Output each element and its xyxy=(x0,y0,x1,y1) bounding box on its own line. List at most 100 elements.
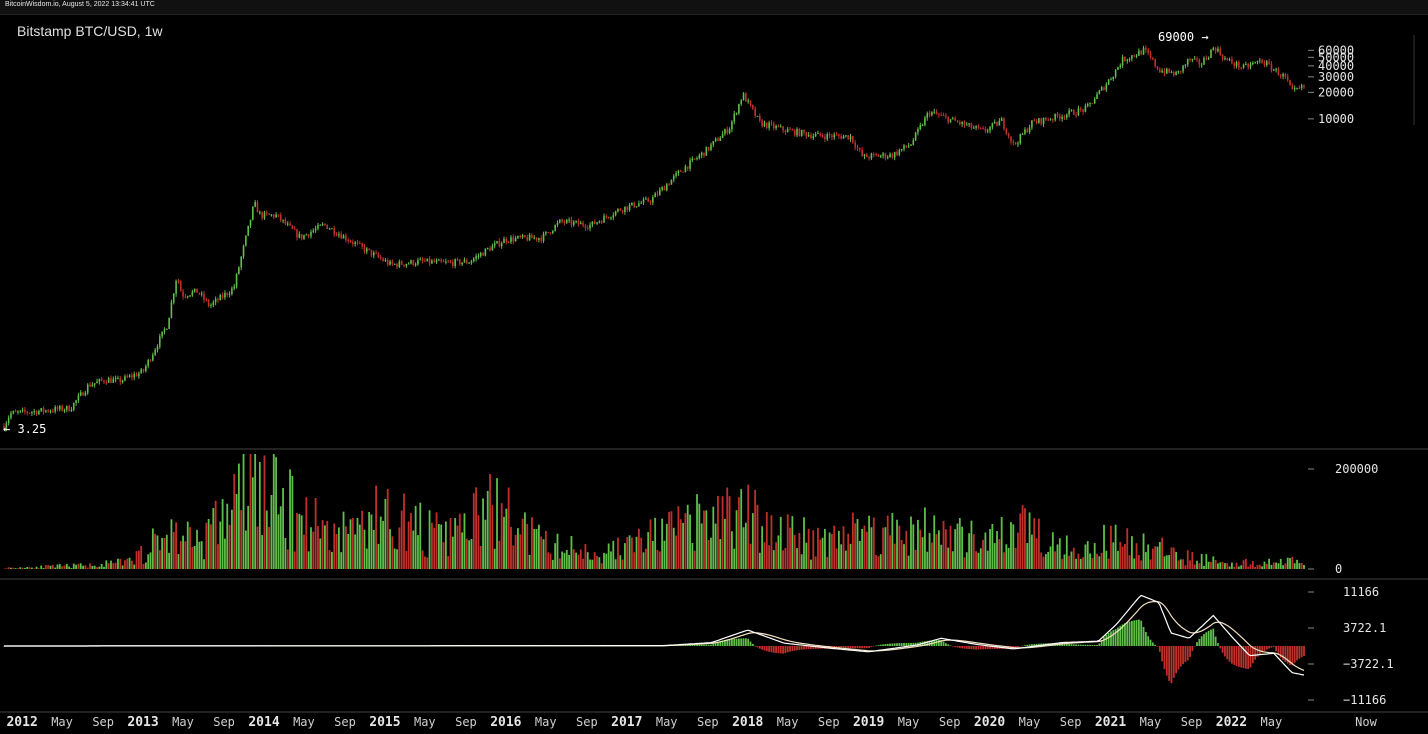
price-candle xyxy=(1303,84,1305,89)
price-pane[interactable] xyxy=(3,45,1305,432)
price-candle xyxy=(224,290,226,300)
price-candle xyxy=(865,152,868,158)
price-candle xyxy=(661,186,663,192)
volume-bar xyxy=(837,530,840,569)
macd-tick-label: 11166 xyxy=(1343,585,1379,599)
candle-body xyxy=(177,280,180,282)
volume-bar xyxy=(786,514,789,569)
price-candle xyxy=(1065,113,1068,120)
volume-bar xyxy=(144,562,147,569)
candle-body xyxy=(289,223,291,226)
macd-histogram-bar xyxy=(856,646,859,649)
candle-body xyxy=(449,261,452,263)
volume-bar xyxy=(465,538,468,569)
macd-histogram-bar xyxy=(1093,644,1096,646)
volume-bar xyxy=(335,533,338,569)
price-candle xyxy=(331,227,333,230)
price-candle xyxy=(1138,48,1140,56)
candle-body xyxy=(459,259,461,265)
volume-bar xyxy=(310,527,312,569)
volume-bar xyxy=(514,534,517,569)
price-candle xyxy=(565,218,568,224)
candle-body xyxy=(1114,69,1117,77)
price-candle xyxy=(696,156,698,161)
price-candle xyxy=(1175,70,1177,76)
price-candle xyxy=(1093,96,1096,105)
price-candle xyxy=(1189,57,1191,63)
candle-body xyxy=(133,374,136,378)
price-candle xyxy=(996,121,998,127)
volume-bar xyxy=(982,539,984,569)
price-candle xyxy=(1270,61,1273,73)
candle-body xyxy=(256,201,259,213)
price-candle xyxy=(556,220,559,228)
candle-body xyxy=(1186,59,1189,65)
macd-histogram-bar xyxy=(961,646,964,649)
macd-histogram-bar xyxy=(1184,646,1187,663)
volume-bar xyxy=(698,503,701,569)
volume-bar xyxy=(833,525,836,569)
volume-bar xyxy=(1033,518,1036,569)
macd-pane[interactable] xyxy=(3,594,1305,684)
price-candle xyxy=(103,379,105,384)
candle-body xyxy=(586,227,589,229)
price-candle xyxy=(649,200,652,206)
price-candle xyxy=(949,119,952,123)
macd-histogram-bar xyxy=(1021,645,1024,647)
candle-body xyxy=(1238,62,1240,68)
price-candle xyxy=(54,405,56,414)
candle-body xyxy=(1014,142,1017,144)
btc-chart[interactable]: 6000050000400003000020000100002000000111… xyxy=(0,15,1428,734)
candle-body xyxy=(1019,134,1022,144)
price-candle xyxy=(393,263,396,265)
price-candle xyxy=(882,151,884,159)
volume-bar xyxy=(91,565,94,569)
price-candle xyxy=(1212,46,1215,51)
volume-bar xyxy=(114,562,117,569)
volume-pane[interactable] xyxy=(3,454,1305,569)
price-candle xyxy=(247,225,249,237)
price-candle xyxy=(770,120,773,126)
candle-body xyxy=(731,121,733,130)
volume-bar xyxy=(100,563,103,569)
candle-body xyxy=(145,365,147,372)
macd-histogram-bar xyxy=(1284,646,1287,662)
candle-body xyxy=(545,231,547,234)
candle-body xyxy=(624,206,626,212)
candle-body xyxy=(312,230,315,232)
price-candle xyxy=(449,260,452,264)
volume-bar xyxy=(1110,525,1112,569)
candle-body xyxy=(356,242,359,244)
candle-body xyxy=(984,128,987,132)
macd-histogram-bar xyxy=(1026,644,1029,646)
candle-body xyxy=(398,261,401,267)
volume-bar xyxy=(431,522,433,569)
price-candle xyxy=(1247,62,1249,70)
candle-body xyxy=(89,384,91,387)
price-candle xyxy=(940,112,943,116)
price-candle xyxy=(1177,70,1180,75)
candle-body xyxy=(86,384,89,393)
candle-body xyxy=(7,417,10,424)
volume-bar xyxy=(544,530,547,569)
price-candle xyxy=(700,151,703,159)
candle-body xyxy=(163,329,166,332)
price-candle xyxy=(238,266,240,275)
candle-body xyxy=(172,293,175,303)
price-candle xyxy=(679,169,682,172)
candle-body xyxy=(438,259,440,261)
macd-histogram-bar xyxy=(949,645,952,646)
volume-bar xyxy=(61,566,64,569)
candle-body xyxy=(149,359,152,361)
candle-body xyxy=(698,155,701,158)
volume-bar xyxy=(337,527,340,569)
price-candle xyxy=(300,234,303,241)
macd-histogram-bar xyxy=(896,643,898,646)
volume-bar xyxy=(1158,542,1161,569)
candle-body xyxy=(879,155,882,157)
candle-body xyxy=(579,222,582,225)
candle-body xyxy=(217,298,219,301)
volume-bar xyxy=(1237,566,1240,569)
volume-bar xyxy=(356,517,359,569)
price-candle xyxy=(754,106,756,119)
